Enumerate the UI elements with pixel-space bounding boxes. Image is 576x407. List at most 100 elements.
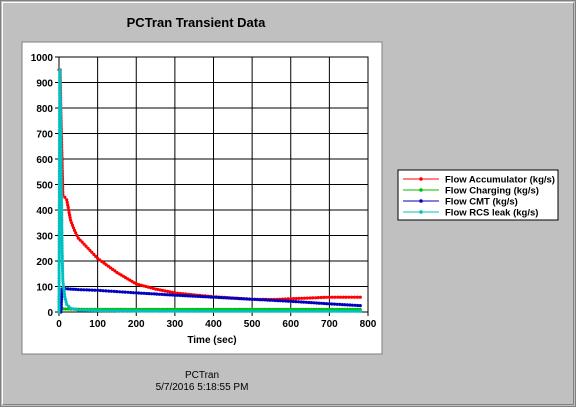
data-point [62,292,67,296]
data-point [224,296,228,300]
data-point [59,148,63,152]
data-point [57,279,61,283]
data-point [284,309,288,313]
data-point [142,309,146,313]
data-point [327,295,331,299]
data-point [320,301,324,305]
data-point [291,299,295,304]
data-point [266,309,270,313]
data-point [139,309,143,313]
data-point [57,276,61,280]
data-point [183,294,187,298]
data-point [58,73,62,77]
data-point [57,227,61,231]
data-point [173,309,177,313]
data-point [57,242,61,246]
data-point [308,296,312,300]
data-point [235,296,239,300]
data-point [317,301,321,305]
data-point [82,242,86,246]
data-point [61,269,65,273]
data-point [57,302,61,306]
data-point [60,221,64,225]
data-point [82,308,86,312]
data-point [219,296,223,300]
data-point [146,285,150,289]
data-point [59,117,63,121]
data-point [147,292,151,296]
data-point [266,298,270,302]
data-point [59,200,64,204]
data-point [124,309,128,313]
data-point [222,309,226,313]
data-point [297,296,301,300]
legend-box [397,169,559,221]
data-point [57,310,61,314]
data-point [284,299,288,303]
data-point [58,93,62,97]
data-point [145,291,149,296]
data-point [196,294,200,298]
data-point [134,282,138,286]
data-point [232,296,236,300]
data-point [68,213,72,217]
data-point [65,198,69,202]
data-point [286,299,290,303]
series-4 [57,68,362,314]
data-point [60,228,64,232]
data-point [204,295,208,299]
data-point [59,124,63,129]
data-point [325,295,329,299]
data-point [209,309,213,313]
data-point [322,309,326,313]
data-point [248,297,252,301]
data-point [63,297,67,301]
series-3 [57,286,362,314]
data-point [276,299,280,303]
data-point [350,303,355,307]
data-point [145,309,149,313]
data-point [59,185,63,189]
data-point [314,296,318,300]
data-point [59,195,64,199]
x-tick-label: 800 [360,319,377,330]
data-point [214,295,218,299]
data-point [242,309,246,313]
data-point [302,300,306,304]
data-point [211,309,216,313]
data-point [338,302,342,306]
data-point [57,305,61,309]
data-point [57,221,61,225]
data-point [57,260,61,265]
data-point [57,271,61,275]
data-point [60,226,64,230]
data-point [341,295,345,299]
data-point [307,309,311,313]
data-point [163,289,167,293]
data-point [57,281,61,285]
data-point [59,122,63,126]
data-point [67,211,71,215]
data-point [240,309,244,313]
data-point [358,309,362,313]
data-point [196,309,200,313]
data-point [68,216,72,220]
data-point [63,307,68,311]
data-point [129,290,133,295]
data-point [59,140,63,144]
data-point [85,308,89,312]
data-point [59,167,63,171]
data-point [60,211,64,215]
data-point [144,284,148,289]
data-point [114,309,118,313]
legend-swatch-marker [419,177,423,181]
data-point [57,266,61,270]
data-point [57,263,61,267]
data-point [320,309,324,313]
data-point [59,146,63,150]
data-point [278,309,282,313]
data-point [181,294,185,298]
data-point [90,250,94,254]
x-tick-label: 0 [56,319,62,330]
data-point [59,153,63,158]
